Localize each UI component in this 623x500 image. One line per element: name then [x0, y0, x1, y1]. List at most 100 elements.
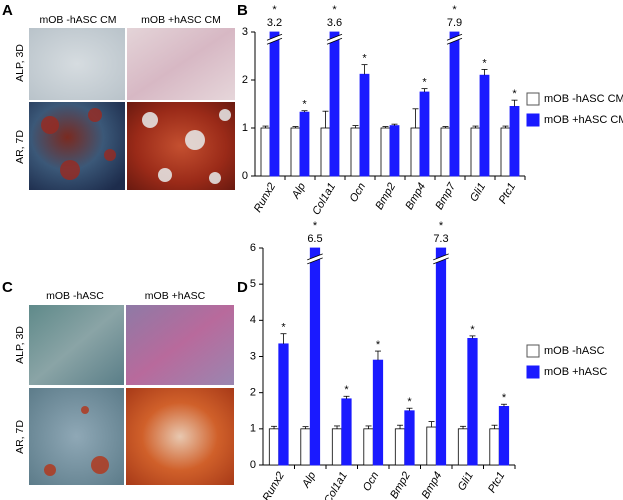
legend-label: mOB -hASC: [544, 345, 605, 357]
legend-swatch: [526, 365, 540, 379]
bar: [449, 31, 460, 177]
column-header: mOB +hASC: [145, 290, 206, 302]
significance-mark: *: [482, 57, 487, 69]
bar: [320, 127, 331, 177]
bar: [309, 247, 321, 466]
axis-break: [266, 34, 283, 45]
bar: [363, 428, 374, 466]
x-tick-label: Ocn: [361, 470, 381, 493]
x-tick-label: Bmp7: [433, 180, 458, 212]
significance-mark: *: [512, 88, 517, 100]
significance-mark: *: [407, 396, 412, 408]
y-tick-label: 2: [250, 387, 256, 399]
significance-mark: *: [362, 53, 367, 65]
legend-label: mOB +hASC CM: [544, 114, 623, 126]
significance-mark: *: [452, 4, 457, 16]
bar: [359, 73, 370, 177]
bar: [509, 106, 520, 177]
axis-break: [306, 253, 324, 264]
micrograph-texture: [142, 109, 231, 184]
micrograph: [29, 28, 125, 100]
bar: [489, 428, 500, 466]
bar: [426, 426, 437, 466]
bar: [410, 127, 421, 177]
y-tick-label: 4: [250, 314, 256, 326]
significance-mark: *: [439, 220, 444, 232]
column-header: mOB -hASC CM: [39, 14, 116, 26]
axis-break: [433, 257, 449, 265]
column-header: mOB -hASC: [46, 290, 104, 302]
x-tick-label: Bmp4: [403, 181, 428, 212]
x-tick-label: Gli1: [456, 470, 476, 493]
y-tick-label: 3: [250, 350, 256, 362]
y-tick-label: 0: [242, 170, 248, 182]
bar: [380, 127, 391, 177]
x-tick-label: Bmp4: [420, 470, 445, 500]
micrograph: [126, 388, 234, 485]
micrograph: [29, 305, 124, 385]
bar: [341, 398, 352, 466]
x-tick-label: Gli1: [468, 181, 488, 204]
bar: [300, 428, 311, 466]
micrograph-texture: [44, 406, 109, 476]
micrograph: [126, 305, 234, 385]
bar: [269, 31, 280, 177]
bar: [479, 74, 490, 177]
legend-swatch: [526, 344, 540, 358]
row-label: AR, 7D: [14, 420, 26, 454]
significance-mark: *: [422, 77, 427, 89]
axis-break: [266, 37, 283, 45]
axis-break: [326, 34, 343, 45]
bar: [278, 343, 289, 466]
axis-break: [266, 33, 283, 41]
bar: [467, 338, 478, 466]
y-tick-label: 6: [250, 242, 256, 254]
row-label: ALP, 3D: [14, 44, 26, 82]
bar: [260, 127, 271, 177]
panel-letter: C: [2, 279, 13, 296]
bar: [331, 428, 343, 466]
x-tick-label: Runx2: [261, 470, 287, 500]
significance-mark: *: [344, 384, 349, 396]
y-tick-label: 2: [242, 74, 248, 86]
x-tick-label: Bmp2: [388, 470, 413, 500]
y-tick-label: 1: [250, 423, 256, 435]
value-label: 3.6: [327, 17, 342, 29]
x-tick-label: Ptc1: [486, 470, 507, 495]
y-tick-label: 5: [250, 278, 256, 290]
legend-label: mOB -hASC CM: [544, 93, 623, 105]
significance-mark: *: [332, 4, 337, 16]
axis-break: [307, 257, 323, 265]
legend-label: mOB +hASC: [544, 366, 607, 378]
bar: [329, 31, 340, 177]
bar: [440, 127, 451, 177]
row-label: ALP, 3D: [14, 326, 26, 364]
significance-mark: *: [302, 99, 307, 111]
micrograph: [29, 388, 124, 485]
bar: [268, 428, 280, 466]
axis-break: [446, 33, 463, 41]
micrograph-texture: [41, 108, 116, 180]
y-tick-label: 0: [250, 459, 256, 471]
value-label: 6.5: [307, 233, 322, 245]
x-tick-label: Col1a1: [310, 181, 338, 217]
axis-break: [433, 253, 449, 261]
value-label: 3.2: [267, 17, 282, 29]
significance-mark: *: [272, 4, 277, 16]
row-label: AR, 7D: [14, 130, 26, 164]
bar: [457, 428, 469, 466]
significance-mark: *: [376, 339, 381, 351]
value-label: 7.9: [447, 17, 462, 29]
legend-swatch: [526, 113, 540, 127]
panel-letter: B: [237, 2, 248, 19]
axis-break: [446, 34, 463, 45]
bar: [372, 359, 384, 466]
x-tick-label: Alp: [300, 470, 319, 491]
micrograph: [127, 28, 235, 100]
bar: [435, 247, 447, 466]
significance-mark: *: [470, 324, 475, 336]
axis-break: [326, 33, 343, 41]
panel-letter: D: [237, 279, 248, 296]
bar: [500, 127, 511, 177]
